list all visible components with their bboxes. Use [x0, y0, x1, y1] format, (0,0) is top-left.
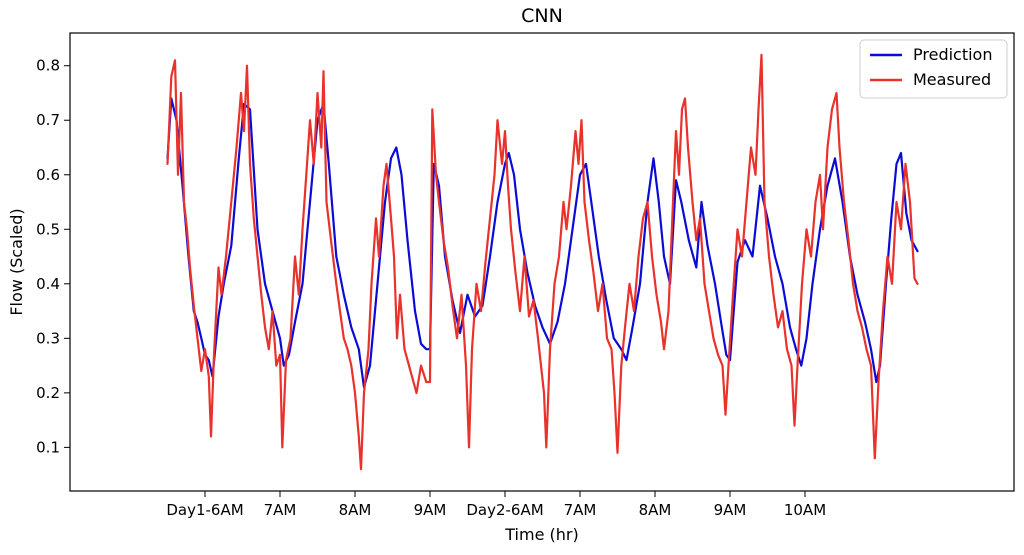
series-line-prediction [166, 97, 919, 389]
x-axis-label: Time (hr) [504, 525, 578, 544]
x-tick-label: 9AM [414, 501, 447, 519]
plot-area-frame [69, 32, 1015, 492]
y-axis-label: Flow (Scaled) [7, 208, 26, 315]
legend-label-measured: Measured [913, 70, 991, 89]
x-tick-label: 8AM [639, 501, 672, 519]
y-tick-label: 0.7 [36, 111, 60, 129]
y-tick-label: 0.4 [36, 275, 60, 293]
legend-label-prediction: Prediction [913, 45, 992, 64]
legend: Prediction Measured [859, 39, 1008, 99]
x-tick-label: 10AM [784, 501, 826, 519]
y-tick-label: 0.8 [36, 57, 60, 75]
y-tick-label: 0.2 [36, 384, 60, 402]
series-layer [166, 53, 919, 471]
x-axis-ticks: Day1-6AM 7AM 8AM 9AM Day2-6AM 7AM 8AM 9AM 10AM [166, 491, 826, 519]
chart-title: CNN [521, 5, 563, 27]
x-tick-label: Day2-6AM [466, 501, 543, 519]
y-axis-ticks: 0.1 0.2 0.3 0.4 0.5 0.6 0.7 0.8 [36, 57, 70, 456]
series-line-measured [166, 53, 919, 471]
y-tick-label: 0.3 [36, 329, 60, 347]
x-tick-label: 7AM [264, 501, 297, 519]
x-tick-label: 9AM [714, 501, 747, 519]
x-tick-label: Day1-6AM [166, 501, 243, 519]
y-tick-label: 0.6 [36, 166, 60, 184]
y-tick-label: 0.5 [36, 220, 60, 238]
x-tick-label: 8AM [339, 501, 372, 519]
y-tick-label: 0.1 [36, 438, 60, 456]
x-tick-label: 7AM [564, 501, 597, 519]
